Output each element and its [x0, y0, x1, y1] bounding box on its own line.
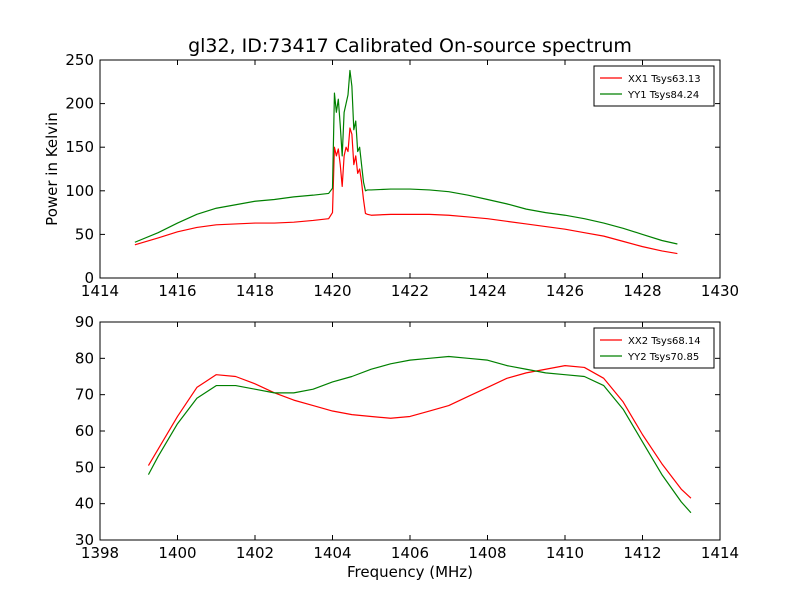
- y-tick-label: 200: [65, 95, 94, 113]
- legend: XX2 Tsys68.14 YY2 Tsys70.85: [593, 327, 715, 369]
- series-line-2-2: [147, 355, 692, 514]
- y-tick-label: 70: [75, 386, 94, 404]
- x-tick-label: 1402: [236, 544, 274, 562]
- series-line-2-1: [147, 365, 692, 499]
- x-tick-label: 1414: [701, 544, 739, 562]
- y-tick-label: 80: [75, 349, 94, 367]
- x-tick-label: 1426: [546, 282, 584, 300]
- series-line-1-2: [134, 69, 678, 245]
- x-tick-label: 1424: [468, 282, 506, 300]
- x-tick-label: 1428: [623, 282, 661, 300]
- legend-box: [593, 327, 715, 369]
- legend: XX1 Tsys63.13 YY1 Tsys84.24: [593, 65, 715, 107]
- y-tick-label: 150: [65, 138, 94, 156]
- x-tick-label: 1408: [468, 544, 506, 562]
- x-tick-label: 1412: [623, 544, 661, 562]
- x-tick-label: 1410: [546, 544, 584, 562]
- x-tick-label: 1404: [313, 544, 351, 562]
- y-tick-label: 30: [75, 531, 94, 549]
- y-tick-label: 250: [65, 51, 94, 69]
- x-tick-label: 1414: [81, 282, 119, 300]
- y-tick-label: 90: [75, 313, 94, 331]
- chart-panel-1: 1414 1416 1418 1420 1422 1424 1426 1428 1430 0 50 1…: [43, 35, 739, 300]
- chart-title: gl32, ID:73417 Calibrated On-source spec…: [188, 35, 632, 57]
- legend-label: YY1 Tsys84.24: [627, 90, 699, 101]
- y-tick-label: 50: [75, 225, 94, 243]
- y-tick-label: 50: [75, 458, 94, 476]
- legend-box: [593, 65, 715, 107]
- x-tick-label: 1400: [158, 544, 196, 562]
- x-tick-label: 1422: [391, 282, 429, 300]
- x-axis-label: Frequency (MHz): [347, 563, 473, 581]
- x-tick-label: 1420: [313, 282, 351, 300]
- x-tick-label: 1418: [236, 282, 274, 300]
- chart-panel-2: 1398 1400 1402 1404 1406 1408 1410 1412 1414 30 40…: [75, 313, 739, 581]
- x-tick-label: 1406: [391, 544, 429, 562]
- x-tick-label: 1416: [158, 282, 196, 300]
- y-tick-label: 100: [65, 182, 94, 200]
- legend-label: XX1 Tsys63.13: [628, 74, 701, 85]
- y-tick-label: 0: [84, 269, 94, 287]
- series-line-1-1: [134, 127, 678, 255]
- legend-label: YY2 Tsys70.85: [627, 352, 699, 363]
- y-axis-label: Power in Kelvin: [43, 112, 61, 226]
- legend-label: XX2 Tsys68.14: [628, 336, 701, 347]
- x-tick-label: 1430: [701, 282, 739, 300]
- y-tick-label: 60: [75, 422, 94, 440]
- y-tick-label: 40: [75, 495, 94, 513]
- x-tick-label: 1398: [81, 544, 119, 562]
